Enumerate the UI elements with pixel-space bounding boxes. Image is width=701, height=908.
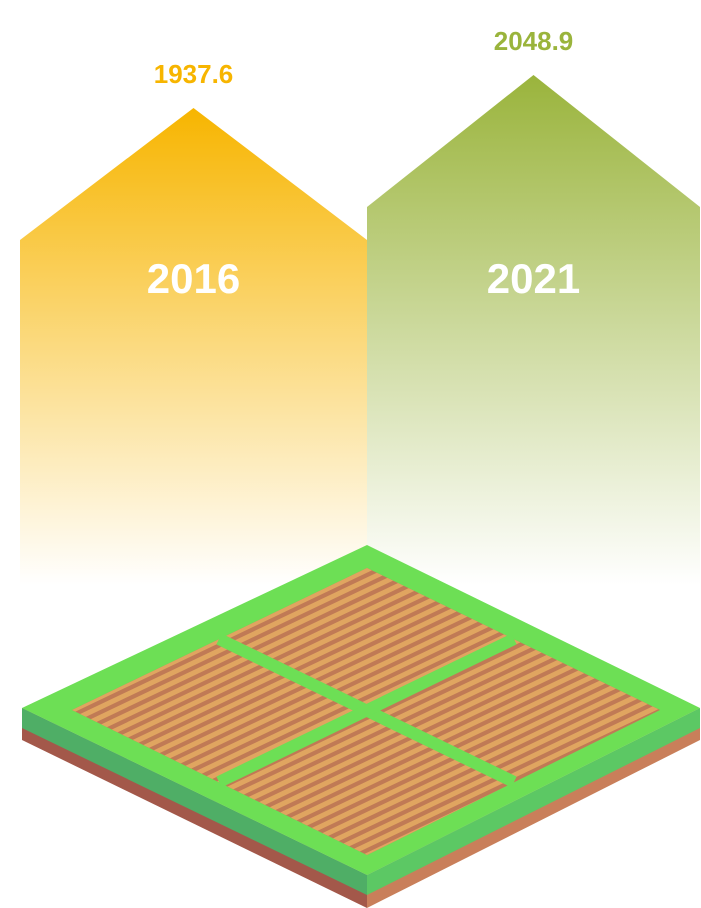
value-label: 1937.6 [154, 59, 234, 89]
arrow-bar [367, 75, 700, 585]
category-label: 2021 [487, 255, 580, 302]
grass-left [22, 708, 367, 895]
path [216, 633, 517, 788]
field [22, 545, 700, 908]
category-label: 2016 [147, 255, 240, 302]
grass-right [367, 708, 700, 895]
arrow-bar [20, 107, 367, 585]
value-label: 2048.9 [494, 26, 574, 56]
arrows: 1937.6 2016 2048.9 2021 [20, 26, 700, 585]
